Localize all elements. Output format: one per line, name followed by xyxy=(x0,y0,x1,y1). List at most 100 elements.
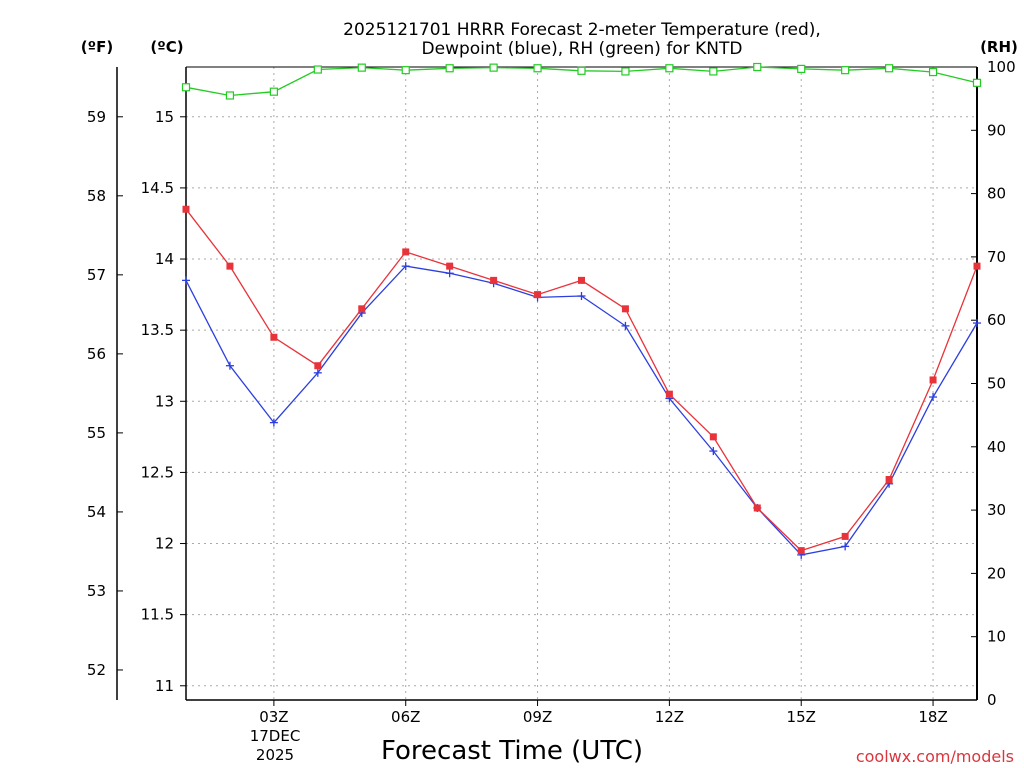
fahrenheit-unit-label: (ºF) xyxy=(81,38,113,56)
dewpoint-point xyxy=(225,361,234,370)
celsius-tick-label: 13.5 xyxy=(141,321,174,339)
temperature-point xyxy=(182,205,190,213)
rh-point xyxy=(797,64,806,73)
rh-tick-label: 0 xyxy=(987,691,997,709)
celsius-tick-label: 12.5 xyxy=(141,463,174,481)
temperature-point xyxy=(446,262,454,270)
fahrenheit-tick-label: 57 xyxy=(87,266,106,284)
fahrenheit-tick-label: 56 xyxy=(87,345,106,363)
fahrenheit-tick-label: 53 xyxy=(87,582,106,600)
time-tick-label: 12Z xyxy=(655,708,684,726)
chart-title-line2: Dewpoint (blue), RH (green) for KNTD xyxy=(422,39,743,59)
temperature-point xyxy=(270,333,278,341)
date-day-label: 17DEC xyxy=(250,727,301,745)
dewpoint-point xyxy=(182,276,190,285)
rh-point xyxy=(313,65,322,74)
dewpoint-point xyxy=(621,321,630,330)
fahrenheit-tick-label: 58 xyxy=(87,187,106,205)
rh-series xyxy=(181,62,982,100)
rh-unit-label: (RH) xyxy=(980,38,1018,56)
rh-point xyxy=(621,67,630,76)
temperature-point xyxy=(841,532,849,540)
fahrenheit-tick-label: 59 xyxy=(87,108,106,126)
temperature-point xyxy=(358,305,366,313)
celsius-tick-label: 15 xyxy=(155,108,174,126)
rh-point xyxy=(665,64,674,73)
temperature-point xyxy=(314,362,322,370)
celsius-axis: 11 11.5 12 12.5 13 13.5 14 14.5 15 xyxy=(141,108,186,695)
dewpoint-point xyxy=(445,269,454,278)
grid-lines xyxy=(186,67,977,700)
rh-point xyxy=(885,64,894,73)
temperature-point xyxy=(665,390,673,398)
rh-tick-label: 90 xyxy=(987,121,1006,139)
celsius-unit-label: (ºC) xyxy=(150,38,183,56)
rh-point xyxy=(445,64,454,73)
rh-point xyxy=(489,63,498,72)
temperature-point xyxy=(973,262,981,270)
dewpoint-point xyxy=(973,319,981,328)
dewpoint-point xyxy=(929,393,938,402)
rh-point xyxy=(753,62,762,72)
celsius-tick-label: 14.5 xyxy=(141,179,174,197)
celsius-tick-label: 11.5 xyxy=(141,606,174,624)
rh-tick-label: 20 xyxy=(987,564,1006,582)
rh-point xyxy=(357,63,366,72)
time-tick-label: 09Z xyxy=(523,708,552,726)
time-tick-label: 15Z xyxy=(787,708,816,726)
rh-tick-label: 10 xyxy=(987,628,1006,646)
rh-point xyxy=(709,67,718,76)
time-tick-label: 18Z xyxy=(918,708,947,726)
rh-point xyxy=(401,66,410,75)
rh-point xyxy=(533,64,542,73)
time-tick-label: 03Z xyxy=(259,708,288,726)
temperature-point xyxy=(402,248,410,256)
x-axis-title: Forecast Time (UTC) xyxy=(381,736,643,766)
temperature-point xyxy=(929,376,937,384)
rh-tick-label: 40 xyxy=(987,438,1006,456)
rh-point xyxy=(577,66,586,75)
plot-frame xyxy=(116,66,978,701)
fahrenheit-axis: 52 53 54 55 56 57 58 59 xyxy=(87,108,123,679)
rh-point xyxy=(225,91,235,100)
celsius-tick-label: 12 xyxy=(155,535,174,553)
fahrenheit-tick-label: 55 xyxy=(87,424,106,442)
temperature-point xyxy=(797,547,805,555)
rh-tick-label: 50 xyxy=(987,375,1006,393)
rh-point xyxy=(928,67,938,77)
dewpoint-point xyxy=(709,447,718,456)
dewpoint-point xyxy=(269,418,278,427)
temperature-point xyxy=(534,291,542,299)
rh-axis: 0 10 20 30 40 50 60 70 80 90 100 xyxy=(971,58,1016,709)
date-year-label: 2025 xyxy=(256,746,294,764)
temperature-series xyxy=(182,205,981,555)
rh-tick-label: 70 xyxy=(987,248,1006,266)
rh-tick-label: 100 xyxy=(987,58,1016,76)
rh-tick-label: 30 xyxy=(987,501,1006,519)
time-axis: 03Z 06Z 09Z 12Z 15Z 18Z xyxy=(259,700,948,726)
temperature-point xyxy=(621,305,629,313)
temperature-point xyxy=(578,276,585,284)
fahrenheit-tick-label: 54 xyxy=(87,503,106,521)
temperature-point xyxy=(709,433,717,441)
rh-point xyxy=(181,83,191,92)
watermark-text: coolwx.com/models xyxy=(856,747,1014,766)
chart-title-line1: 2025121701 HRRR Forecast 2-meter Tempera… xyxy=(343,20,821,40)
celsius-tick-label: 14 xyxy=(155,250,174,268)
dewpoint-point xyxy=(313,368,322,377)
rh-tick-label: 80 xyxy=(987,185,1006,203)
dewpoint-series xyxy=(182,262,981,559)
dewpoint-point xyxy=(577,292,586,301)
rh-point xyxy=(269,87,278,96)
temperature-line xyxy=(185,208,978,552)
rh-point xyxy=(972,78,982,87)
rh-tick-label: 60 xyxy=(987,311,1006,329)
dewpoint-point xyxy=(841,542,850,551)
dewpoint-line xyxy=(185,265,978,556)
temperature-point xyxy=(490,276,498,284)
time-tick-label: 06Z xyxy=(391,708,420,726)
rh-point xyxy=(841,66,850,75)
temperature-point xyxy=(753,504,761,512)
dewpoint-point xyxy=(401,262,410,271)
